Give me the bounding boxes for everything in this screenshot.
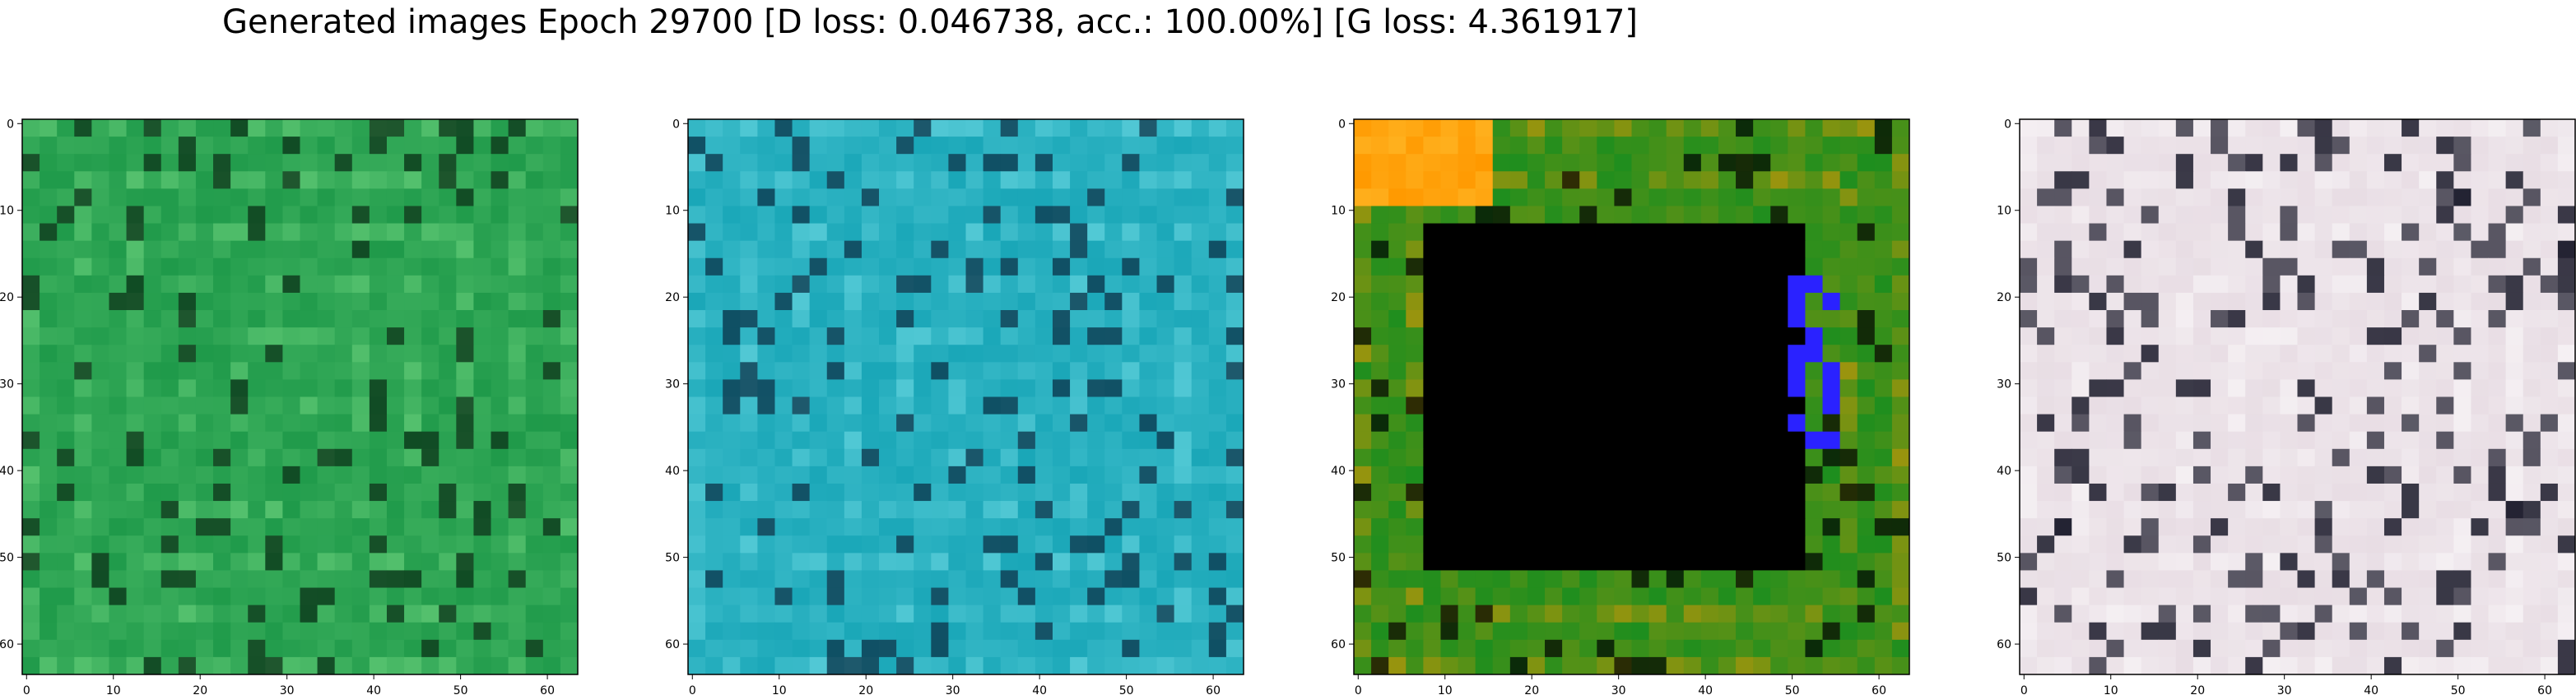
y-tick-label: 50 bbox=[1331, 552, 1346, 565]
x-tick-label: 0 bbox=[1355, 684, 1362, 695]
y-tick-label: 0 bbox=[672, 118, 680, 131]
x-tick-label: 60 bbox=[1872, 684, 1886, 695]
x-tick-label: 20 bbox=[193, 684, 207, 695]
x-tick-label: 20 bbox=[2190, 684, 2205, 695]
x-tick-label: 40 bbox=[366, 684, 381, 695]
y-tick-label: 30 bbox=[0, 378, 14, 392]
x-tick-label: 10 bbox=[1438, 684, 1453, 695]
x-tick-label: 40 bbox=[1698, 684, 1713, 695]
y-tick-label: 10 bbox=[665, 205, 680, 218]
x-tick-label: 60 bbox=[540, 684, 555, 695]
y-tick-label: 60 bbox=[1331, 638, 1346, 651]
y-tick-label: 40 bbox=[1331, 465, 1346, 478]
y-tick-label: 20 bbox=[665, 291, 680, 304]
y-tick-label: 50 bbox=[0, 552, 14, 565]
generated-image-plot-4: 0 10 20 30 40 50 60 0 10 20 30 40 50 60 bbox=[1997, 118, 2576, 695]
y-tick-label: 0 bbox=[7, 118, 14, 131]
axes-frame bbox=[2019, 118, 2576, 675]
image-canvas: 0 10 20 30 40 50 60 0 10 20 30 40 50 60 bbox=[1331, 118, 1910, 695]
y-tick-label: 60 bbox=[665, 638, 680, 651]
y-tick-label: 10 bbox=[1997, 205, 2011, 218]
x-tick-label: 0 bbox=[23, 684, 30, 695]
y-tick-label: 60 bbox=[1997, 638, 2011, 651]
x-tick-label: 30 bbox=[1611, 684, 1626, 695]
y-tick-label: 20 bbox=[1997, 291, 2011, 304]
x-tick-label: 60 bbox=[2537, 684, 2552, 695]
x-tick-label: 20 bbox=[858, 684, 873, 695]
x-tick-label: 0 bbox=[689, 684, 696, 695]
y-tick-label: 10 bbox=[1331, 205, 1346, 218]
x-tick-label: 50 bbox=[1119, 684, 1134, 695]
y-tick-label: 40 bbox=[0, 465, 14, 478]
axes-frame bbox=[687, 118, 1244, 675]
x-tick-label: 20 bbox=[1524, 684, 1539, 695]
y-tick-label: 40 bbox=[1997, 465, 2011, 478]
figure-title: Generated images Epoch 29700 [D loss: 0.… bbox=[221, 3, 1639, 41]
x-tick-label: 30 bbox=[946, 684, 960, 695]
y-tick-label: 10 bbox=[0, 205, 14, 218]
x-tick-label: 50 bbox=[1785, 684, 1800, 695]
image-canvas: 0 10 20 30 40 50 60 0 10 20 30 40 50 60 bbox=[1997, 118, 2576, 695]
x-tick-label: 30 bbox=[2277, 684, 2292, 695]
y-tick-label: 20 bbox=[0, 291, 14, 304]
generated-image-plot-1: 0 10 20 30 40 50 60 0 10 20 30 40 50 60 bbox=[0, 118, 579, 695]
x-tick-label: 40 bbox=[1032, 684, 1047, 695]
y-tick-label: 40 bbox=[665, 465, 680, 478]
x-tick-label: 40 bbox=[2364, 684, 2378, 695]
y-tick-label: 50 bbox=[665, 552, 680, 565]
x-tick-label: 10 bbox=[106, 684, 121, 695]
y-tick-label: 0 bbox=[2004, 118, 2011, 131]
y-tick-label: 50 bbox=[1997, 552, 2011, 565]
image-canvas: 0 10 20 30 40 50 60 0 10 20 30 40 50 60 bbox=[665, 118, 1244, 695]
y-tick-label: 20 bbox=[1331, 291, 1346, 304]
x-tick-label: 60 bbox=[1206, 684, 1221, 695]
x-tick-label: 50 bbox=[453, 684, 468, 695]
x-tick-label: 10 bbox=[2104, 684, 2118, 695]
y-tick-label: 30 bbox=[1331, 378, 1346, 392]
image-canvas: 0 10 20 30 40 50 60 0 10 20 30 40 50 60 bbox=[0, 118, 579, 695]
y-tick-label: 60 bbox=[0, 638, 14, 651]
axes-frame bbox=[21, 118, 579, 675]
y-tick-label: 30 bbox=[665, 378, 680, 392]
axes-frame bbox=[1353, 118, 1910, 675]
generated-image-plot-2: 0 10 20 30 40 50 60 0 10 20 30 40 50 60 bbox=[665, 118, 1244, 695]
generated-image-plot-3: 0 10 20 30 40 50 60 0 10 20 30 40 50 60 bbox=[1331, 118, 1910, 695]
x-tick-label: 30 bbox=[280, 684, 295, 695]
y-tick-label: 30 bbox=[1997, 378, 2011, 392]
x-tick-label: 10 bbox=[772, 684, 787, 695]
x-tick-label: 50 bbox=[2451, 684, 2466, 695]
y-tick-label: 0 bbox=[1338, 118, 1346, 131]
x-tick-label: 0 bbox=[2020, 684, 2028, 695]
